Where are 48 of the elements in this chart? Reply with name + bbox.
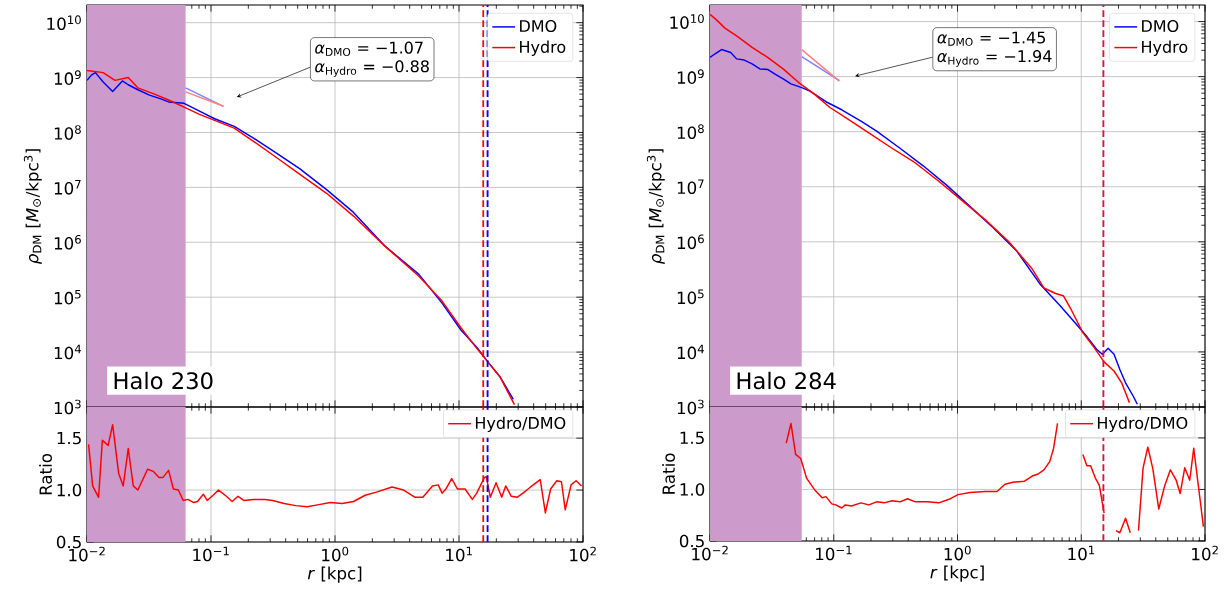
legend-label: Hydro/DMO [475,416,566,433]
y-axis-title: Ratio [39,453,52,495]
y-tick-label: 10$^{3}$ [677,399,704,415]
legend-label: Hydro [520,40,566,56]
y-tick-label: 10$^{8}$ [677,124,704,140]
y-tick-label: 0.5 [56,535,81,549]
legend-label: DMO [520,19,557,33]
annotation: Halo 230 [114,371,213,390]
y-tick-label: 10$^{9}$ [54,70,81,85]
y-tick-label: 1.5 [57,431,81,445]
x-tick-label: 10$^{2}$ [570,546,596,562]
x-tick-label: 10$^{2}$ [1192,545,1218,561]
y-tick-label: 10$^{4}$ [677,344,704,360]
y-tick-label: 10$^{3}$ [54,399,81,415]
y-tick-label: 10$^{6}$ [54,234,81,250]
y-tick-label: 1.0 [57,483,82,497]
x-tick-label: 10$^{1}$ [446,546,472,562]
x-tick-label: 10$^{0}$ [322,546,349,562]
y-tick-label: 10$^{7}$ [677,179,704,195]
y-tick-label: 10$^{4}$ [54,344,81,360]
annotation: α$_{DMO}$ = −1.07 [315,41,423,57]
y-axis-title: ρ$_{DM}$ [M$_{⊙}$/kpc$^{3}$] [23,149,42,264]
y-tick-label: 10$^{5}$ [677,289,704,305]
y-tick-label: 1.5 [680,431,704,445]
annotation: α$_{DMO}$ = −1.45 [937,31,1046,46]
y-tick-label: 10$^{8}$ [54,125,81,140]
y-tick-label: 10$^{7}$ [54,180,81,195]
y-tick-label: 10$^{6}$ [677,234,704,250]
annotation: α$_{Hydro}$ = −1.94 [937,50,1052,67]
y-tick-label: 0.5 [679,534,704,548]
annotation: α$_{Hydro}$ = −0.88 [315,60,429,77]
x-tick-label: 10$^{0}$ [944,545,971,561]
legend-label: DMO [1142,19,1179,33]
y-tick-label: 10$^{9}$ [677,69,704,84]
y-axis-title: ρ$_{DM}$ [M$_{⊙}$/kpc$^{3}$] [646,149,665,264]
annotation: Halo 284 [737,371,836,390]
legend-label: Hydro/DMO [1097,416,1188,433]
y-axis-title: Ratio [662,453,675,494]
x-axis-title: r [kpc] [307,566,362,583]
y-tick-label: 10$^{10}$ [47,15,81,31]
legend-label: Hydro [1142,40,1188,56]
y-tick-label: 10$^{5}$ [54,289,81,305]
y-tick-label: 10$^{10}$ [670,14,704,29]
x-axis-title: r [kpc] [930,565,984,582]
x-tick-label: 10$^{1}$ [1068,545,1095,561]
y-tick-label: 1.0 [680,483,705,496]
x-tick-label: 10$^{−1}$ [816,545,852,561]
x-tick-label: 10$^{−1}$ [193,546,229,562]
